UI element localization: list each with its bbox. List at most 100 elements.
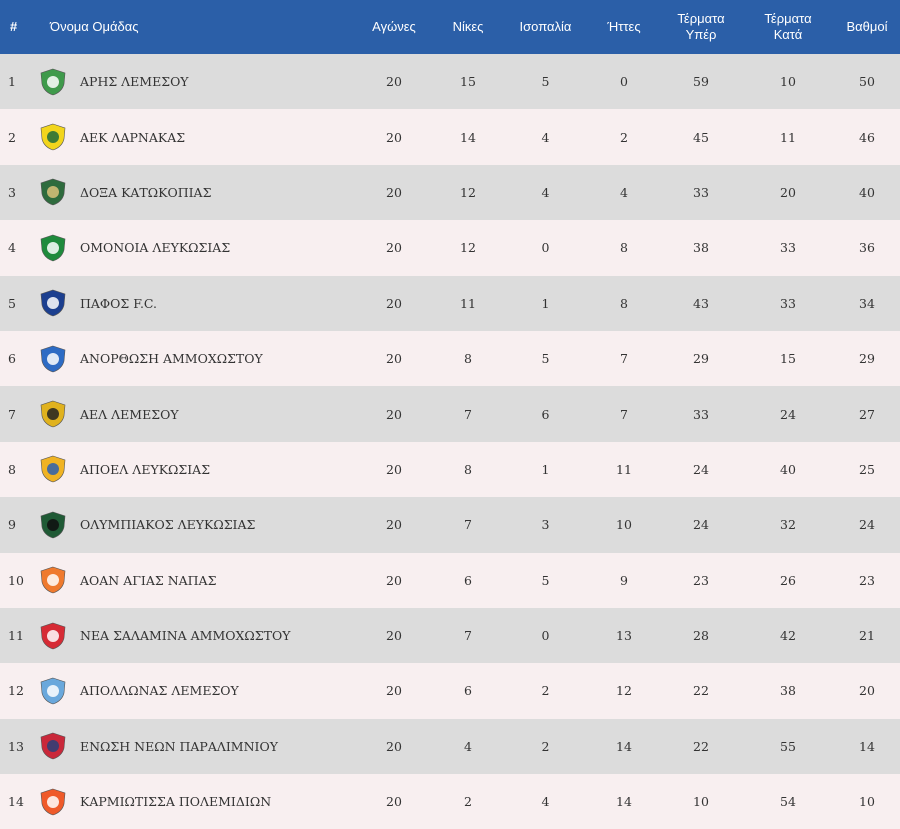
team-name[interactable]: ΚΑΡΜΙΩΤΙΣΣΑ ΠΟΛΕΜΙΔΙΩΝ bbox=[80, 794, 272, 810]
losses-cell: 8 bbox=[588, 220, 660, 276]
wins-cell: 8 bbox=[433, 330, 503, 387]
goals-for-cell: 33 bbox=[660, 164, 742, 221]
points-cell: 29 bbox=[834, 330, 900, 387]
draws-cell: 5 bbox=[503, 552, 588, 608]
team-name[interactable]: ΑΠΟΛΛΩΝΑΣ ΛΕΜΕΣΟΥ bbox=[80, 683, 239, 699]
table-row[interactable]: 11 ΝΕΑ ΣΑΛΑΜΙΝΑ ΑΜΜΟΧΩΣΤΟΥ 20 7 0 13 28 42 21 bbox=[0, 607, 900, 664]
team-name[interactable]: ΑΟΑΝ ΑΓΙΑΣ ΝΑΠΑΣ bbox=[80, 572, 217, 588]
team-cell: ΚΑΡΜΙΩΤΙΣΣΑ ΠΟΛΕΜΙΔΙΩΝ bbox=[34, 774, 355, 829]
table-row[interactable]: 3 ΔΟΞΑ ΚΑΤΩΚΟΠΙΑΣ 20 12 4 4 33 20 40 bbox=[0, 164, 900, 221]
goals-against-cell: 32 bbox=[742, 497, 834, 553]
played-cell: 20 bbox=[355, 220, 433, 276]
points-cell: 10 bbox=[834, 774, 900, 829]
goals-against-cell: 33 bbox=[742, 275, 834, 331]
team-name[interactable]: ΑΡΗΣ ΛΕΜΕΣΟΥ bbox=[80, 74, 189, 90]
team-name[interactable]: ΠΑΦΟΣ F.C. bbox=[80, 295, 158, 311]
goals-for-cell: 10 bbox=[660, 774, 742, 829]
played-cell: 20 bbox=[355, 109, 433, 165]
team-name[interactable]: ΑΕΚ ΛΑΡΝΑΚΑΣ bbox=[80, 129, 186, 145]
goals-for-cell: 59 bbox=[660, 54, 742, 110]
position-cell: 13 bbox=[0, 718, 34, 775]
aek-larnaca-logo bbox=[40, 123, 66, 151]
karmiotissa-logo bbox=[40, 788, 66, 816]
losses-cell: 0 bbox=[588, 54, 660, 110]
goals-for-cell: 23 bbox=[660, 552, 742, 608]
team-name[interactable]: ΑΠΟΕΛ ΛΕΥΚΩΣΙΑΣ bbox=[80, 461, 211, 477]
team-name[interactable]: ΟΜΟΝΟΙΑ ΛΕΥΚΩΣΙΑΣ bbox=[80, 240, 231, 256]
position-cell: 8 bbox=[0, 441, 34, 498]
draws-cell: 4 bbox=[503, 164, 588, 221]
header-goals-for-line2: Υπέρ bbox=[685, 27, 717, 42]
wins-cell: 8 bbox=[433, 441, 503, 498]
points-cell: 34 bbox=[834, 275, 900, 331]
losses-cell: 7 bbox=[588, 330, 660, 387]
wins-cell: 15 bbox=[433, 54, 503, 110]
team-info: ΔΟΞΑ ΚΑΤΩΚΟΠΙΑΣ bbox=[34, 177, 355, 207]
team-info: ΑΠΟΕΛ ΛΕΥΚΩΣΙΑΣ bbox=[34, 454, 355, 484]
losses-cell: 13 bbox=[588, 607, 660, 664]
team-name[interactable]: ΝΕΑ ΣΑΛΑΜΙΝΑ ΑΜΜΟΧΩΣΤΟΥ bbox=[80, 628, 291, 644]
goals-for-cell: 33 bbox=[660, 386, 742, 442]
aoan-ayia-napa-logo bbox=[40, 566, 66, 594]
draws-cell: 2 bbox=[503, 718, 588, 775]
team-name[interactable]: ΔΟΞΑ ΚΑΤΩΚΟΠΙΑΣ bbox=[80, 184, 212, 200]
table-row[interactable]: 2 ΑΕΚ ΛΑΡΝΑΚΑΣ 20 14 4 2 45 11 46 bbox=[0, 109, 900, 165]
table-row[interactable]: 7 ΑΕΛ ΛΕΜΕΣΟΥ 20 7 6 7 33 24 27 bbox=[0, 386, 900, 442]
team-name[interactable]: ΑΕΛ ΛΕΜΕΣΟΥ bbox=[80, 406, 179, 422]
wins-cell: 6 bbox=[433, 552, 503, 608]
goals-against-cell: 55 bbox=[742, 718, 834, 775]
losses-cell: 7 bbox=[588, 386, 660, 442]
team-info: ΚΑΡΜΙΩΤΙΣΣΑ ΠΟΛΕΜΙΔΙΩΝ bbox=[34, 787, 355, 817]
team-cell: ΑΠΟΕΛ ΛΕΥΚΩΣΙΑΣ bbox=[34, 441, 355, 498]
position-cell: 6 bbox=[0, 330, 34, 387]
table-row[interactable]: 9 ΟΛΥΜΠΙΑΚΟΣ ΛΕΥΚΩΣΙΑΣ 20 7 3 10 24 32 24 bbox=[0, 497, 900, 553]
wins-cell: 4 bbox=[433, 718, 503, 775]
team-cell: ΝΕΑ ΣΑΛΑΜΙΝΑ ΑΜΜΟΧΩΣΤΟΥ bbox=[34, 607, 355, 664]
draws-cell: 0 bbox=[503, 220, 588, 276]
header-row: # Όνομα Ομάδας Αγώνες Νίκες Ισοπαλία Ήττ… bbox=[0, 0, 900, 54]
position-cell: 11 bbox=[0, 607, 34, 664]
team-name[interactable]: ΟΛΥΜΠΙΑΚΟΣ ΛΕΥΚΩΣΙΑΣ bbox=[80, 517, 256, 533]
table-row[interactable]: 10 ΑΟΑΝ ΑΓΙΑΣ ΝΑΠΑΣ 20 6 5 9 23 26 23 bbox=[0, 552, 900, 608]
table-row[interactable]: 14 ΚΑΡΜΙΩΤΙΣΣΑ ΠΟΛΕΜΙΔΙΩΝ 20 2 4 14 10 54 10 bbox=[0, 774, 900, 829]
doxa-katokopias-logo bbox=[40, 179, 66, 206]
header-draws: Ισοπαλία bbox=[503, 0, 588, 54]
position-cell: 12 bbox=[0, 663, 34, 719]
played-cell: 20 bbox=[355, 774, 433, 829]
team-info: ΑΡΗΣ ΛΕΜΕΣΟΥ bbox=[34, 67, 355, 97]
aris-limassol-logo bbox=[40, 68, 66, 96]
team-name[interactable]: ΑΝΟΡΘΩΣΗ ΑΜΜΟΧΩΣΤΟΥ bbox=[80, 351, 263, 367]
goals-for-cell: 38 bbox=[660, 220, 742, 276]
draws-cell: 3 bbox=[503, 497, 588, 553]
table-row[interactable]: 12 ΑΠΟΛΛΩΝΑΣ ΛΕΜΕΣΟΥ 20 6 2 12 22 38 20 bbox=[0, 663, 900, 719]
team-cell: ΠΑΦΟΣ F.C. bbox=[34, 275, 355, 331]
wins-cell: 7 bbox=[433, 386, 503, 442]
wins-cell: 6 bbox=[433, 663, 503, 719]
losses-cell: 11 bbox=[588, 441, 660, 498]
table-row[interactable]: 8 ΑΠΟΕΛ ΛΕΥΚΩΣΙΑΣ 20 8 1 11 24 40 25 bbox=[0, 441, 900, 498]
played-cell: 20 bbox=[355, 386, 433, 442]
team-info: ΟΛΥΜΠΙΑΚΟΣ ΛΕΥΚΩΣΙΑΣ bbox=[34, 510, 355, 540]
team-cell: ΟΜΟΝΟΙΑ ΛΕΥΚΩΣΙΑΣ bbox=[34, 220, 355, 276]
wins-cell: 7 bbox=[433, 607, 503, 664]
played-cell: 20 bbox=[355, 607, 433, 664]
team-cell: ΑΕΚ ΛΑΡΝΑΚΑΣ bbox=[34, 109, 355, 165]
team-cell: ΑΕΛ ΛΕΜΕΣΟΥ bbox=[34, 386, 355, 442]
table-row[interactable]: 1 ΑΡΗΣ ΛΕΜΕΣΟΥ 20 15 5 0 59 10 50 bbox=[0, 54, 900, 110]
table-row[interactable]: 4 ΟΜΟΝΟΙΑ ΛΕΥΚΩΣΙΑΣ 20 12 0 8 38 33 36 bbox=[0, 220, 900, 276]
team-cell: ΑΠΟΛΛΩΝΑΣ ΛΕΜΕΣΟΥ bbox=[34, 663, 355, 719]
position-cell: 7 bbox=[0, 386, 34, 442]
table-row[interactable]: 13 ΕΝΩΣΗ ΝΕΩΝ ΠΑΡΑΛΙΜΝΙΟΥ 20 4 2 14 22 55 14 bbox=[0, 718, 900, 775]
ael-limassol-logo bbox=[40, 400, 66, 428]
position-cell: 4 bbox=[0, 220, 34, 276]
team-name[interactable]: ΕΝΩΣΗ ΝΕΩΝ ΠΑΡΑΛΙΜΝΙΟΥ bbox=[80, 738, 278, 754]
points-cell: 50 bbox=[834, 54, 900, 110]
table-row[interactable]: 5 ΠΑΦΟΣ F.C. 20 11 1 8 43 33 34 bbox=[0, 275, 900, 331]
goals-against-cell: 54 bbox=[742, 774, 834, 829]
wins-cell: 11 bbox=[433, 275, 503, 331]
goals-for-cell: 24 bbox=[660, 441, 742, 498]
played-cell: 20 bbox=[355, 718, 433, 775]
team-info: ΑΝΟΡΘΩΣΗ ΑΜΜΟΧΩΣΤΟΥ bbox=[34, 344, 355, 374]
table-row[interactable]: 6 ΑΝΟΡΘΩΣΗ ΑΜΜΟΧΩΣΤΟΥ 20 8 5 7 29 15 29 bbox=[0, 330, 900, 387]
